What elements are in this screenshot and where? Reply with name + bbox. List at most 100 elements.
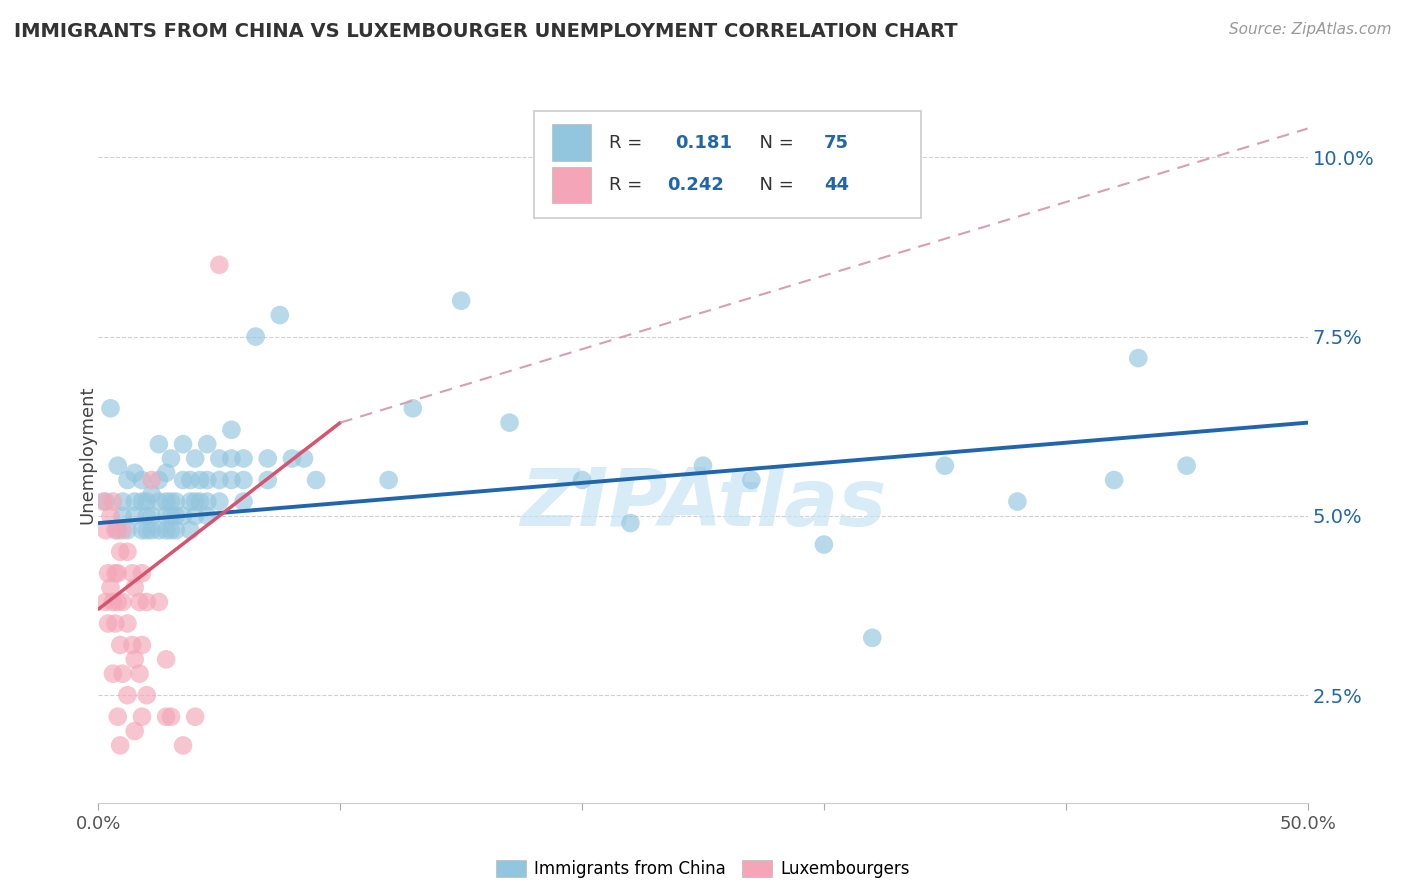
Text: 44: 44 <box>824 176 849 194</box>
Point <box>128 666 150 681</box>
Point <box>124 508 146 523</box>
Point <box>135 688 157 702</box>
Point <box>155 652 177 666</box>
Point <box>97 566 120 581</box>
Point <box>141 473 163 487</box>
Point <box>860 631 883 645</box>
Point <box>619 516 641 530</box>
Point <box>184 451 207 466</box>
Point <box>165 508 187 523</box>
Point <box>124 466 146 480</box>
Text: N =: N = <box>748 134 799 152</box>
Point <box>1102 473 1125 487</box>
Point <box>97 616 120 631</box>
Point <box>107 523 129 537</box>
Bar <box>551 124 591 161</box>
Point <box>117 688 139 702</box>
Point <box>111 494 134 508</box>
Point <box>117 523 139 537</box>
Point <box>131 473 153 487</box>
Point <box>165 494 187 508</box>
Point <box>111 508 134 523</box>
Point <box>188 473 211 487</box>
Point <box>1128 351 1150 365</box>
Point <box>117 473 139 487</box>
Point <box>172 508 194 523</box>
Point <box>184 494 207 508</box>
Point <box>124 724 146 739</box>
Point <box>195 437 218 451</box>
Point <box>101 666 124 681</box>
Point <box>131 494 153 508</box>
Point <box>131 710 153 724</box>
Point <box>141 487 163 501</box>
Point <box>148 494 170 508</box>
Point <box>108 739 131 753</box>
Point <box>1175 458 1198 473</box>
Point <box>100 508 122 523</box>
Point <box>148 473 170 487</box>
Point <box>221 473 243 487</box>
Point <box>104 566 127 581</box>
Point <box>104 616 127 631</box>
Text: R =: R = <box>609 176 648 194</box>
Point <box>208 451 231 466</box>
Point <box>450 293 472 308</box>
Point <box>402 401 425 416</box>
Point <box>195 473 218 487</box>
Point <box>155 710 177 724</box>
Point <box>155 466 177 480</box>
Point <box>256 473 278 487</box>
Text: 0.181: 0.181 <box>675 134 733 152</box>
Text: 75: 75 <box>824 134 849 152</box>
Point <box>195 508 218 523</box>
Point <box>107 566 129 581</box>
Point <box>160 710 183 724</box>
Point <box>377 473 399 487</box>
Point <box>100 401 122 416</box>
Point <box>221 423 243 437</box>
Point <box>101 494 124 508</box>
Point <box>131 523 153 537</box>
Text: Source: ZipAtlas.com: Source: ZipAtlas.com <box>1229 22 1392 37</box>
Point <box>934 458 956 473</box>
Point <box>232 473 254 487</box>
Text: IMMIGRANTS FROM CHINA VS LUXEMBOURGER UNEMPLOYMENT CORRELATION CHART: IMMIGRANTS FROM CHINA VS LUXEMBOURGER UN… <box>14 22 957 41</box>
Point <box>221 451 243 466</box>
Point <box>100 581 122 595</box>
Point <box>232 494 254 508</box>
Point <box>740 473 762 487</box>
Point <box>179 523 201 537</box>
Point <box>184 710 207 724</box>
Point <box>135 595 157 609</box>
Point <box>165 523 187 537</box>
Point <box>498 416 520 430</box>
Point <box>692 458 714 473</box>
Point <box>121 566 143 581</box>
Point <box>104 523 127 537</box>
Point <box>135 508 157 523</box>
Point <box>131 638 153 652</box>
Point <box>108 545 131 559</box>
Point <box>188 494 211 508</box>
Point <box>292 451 315 466</box>
Point <box>148 523 170 537</box>
Point <box>571 473 593 487</box>
Point <box>179 494 201 508</box>
Point <box>94 595 117 609</box>
Point <box>179 473 201 487</box>
Point <box>148 437 170 451</box>
Point <box>107 710 129 724</box>
Point <box>111 595 134 609</box>
Point <box>108 638 131 652</box>
Point <box>94 494 117 508</box>
Point <box>124 652 146 666</box>
Point <box>172 739 194 753</box>
Point <box>107 595 129 609</box>
Point <box>155 494 177 508</box>
Point <box>91 494 114 508</box>
Point <box>131 566 153 581</box>
Point <box>305 473 328 487</box>
Text: N =: N = <box>748 176 799 194</box>
Legend: Immigrants from China, Luxembourgers: Immigrants from China, Luxembourgers <box>489 854 917 885</box>
